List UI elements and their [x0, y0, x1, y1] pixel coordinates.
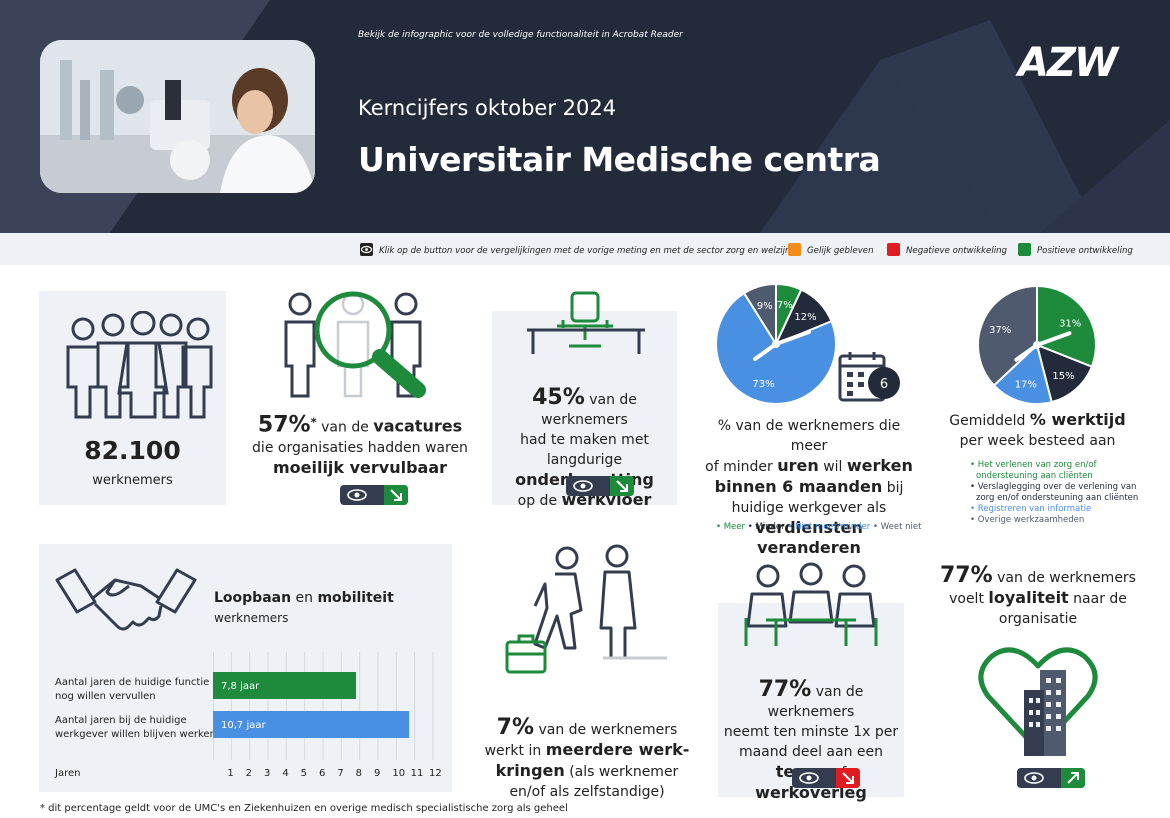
clock-hands [1014, 331, 1072, 362]
multiple-jobs-text: 7% van de werknemers werkt in meerdere w… [484, 715, 690, 801]
calendar-icon: 6 [838, 352, 900, 402]
hours-text: % van de werknemers die meer of minder u… [705, 418, 913, 557]
eye-icon [799, 772, 819, 784]
eye-icon [573, 480, 593, 492]
legend-item-positive: Positieve ontwikkeling [1018, 243, 1133, 256]
pie-slice [977, 284, 1038, 387]
x-tick-label: 10 [392, 768, 406, 779]
pie-slice [742, 282, 777, 348]
x-tick-label: 3 [264, 768, 271, 779]
legend-item-same: Gelijk gebleven [788, 243, 874, 256]
x-tick-label: 4 [282, 768, 289, 779]
x-tick-label: 9 [374, 768, 381, 779]
x-tick-label: 6 [319, 768, 326, 779]
hours-legend: • Meer • Minder • Niet meer/minder • Wee… [716, 522, 922, 532]
understaffing-card [492, 311, 677, 505]
x-tick-label: 5 [300, 768, 308, 779]
x-tick-label: 12 [429, 768, 442, 779]
career-row2-label: Aantal jaren bij de huidige werkgever wil… [55, 715, 216, 740]
bar-value-label: 10,7 jaar [221, 720, 266, 731]
x-tick-label: 11 [410, 768, 424, 779]
red-square-icon [887, 243, 900, 256]
pie-value-label: 9% [757, 301, 773, 312]
legend-bar: Klik op de button voor de vergelijkingen… [0, 233, 1170, 265]
vacancy-search-icon [284, 291, 426, 398]
pie-slice [1035, 343, 1094, 404]
calendar-number: 6 [880, 377, 888, 392]
x-tick-label: 1 [227, 768, 234, 779]
scientist-microscope-illustration [40, 40, 315, 193]
employees-label: werknemers [92, 473, 173, 488]
employees-value: 82.100 [84, 436, 181, 465]
career-bar-chart: 7,8 jaar 10,7 jaar [213, 652, 434, 760]
x-tick-label: 8 [355, 768, 363, 779]
acrobat-note: Bekijk de infographic voor de volledige … [358, 30, 683, 40]
team-meeting-icon [744, 562, 878, 646]
heart-building-icon [978, 647, 1098, 756]
bar-value-label: 7,8 jaar [221, 681, 260, 692]
pie-slice [715, 291, 837, 405]
x-tick-label: 2 [245, 768, 253, 779]
hours-pie-chart: 7%12% 73% 9% [715, 282, 837, 405]
understaffing-compare-button[interactable] [566, 476, 634, 500]
pie-slice [992, 343, 1053, 405]
vacancies-text: 57%* van de vacatures die organisaties h… [252, 412, 468, 477]
pie-value-label: 73% [752, 379, 774, 390]
employees-card: 82.100 werknemers [39, 291, 226, 505]
arrow-down-right-icon [384, 485, 408, 505]
azw-logo: AZW [1018, 40, 1118, 86]
career-title: Loopbaan en mobiliteit [214, 590, 394, 606]
legend-info-text: Klik op de button voor de vergelijkingen… [379, 246, 794, 256]
pie-value-label: 15% [1052, 371, 1074, 382]
meeting-text: 77% van de werknemers neemt ten minste 1… [723, 677, 899, 803]
page-title: Universitair Medische centra [358, 140, 881, 179]
loyalty-text: 77% van de werknemers voelt loyaliteit n… [940, 563, 1136, 628]
bar [213, 711, 410, 738]
vacancies-compare-button[interactable] [340, 485, 408, 509]
pie-value-label: 7% [777, 300, 793, 311]
pie-value-label: 17% [1015, 380, 1037, 391]
pie-slice [1036, 284, 1097, 369]
legend-info[interactable]: Klik op de button voor de vergelijkingen… [360, 243, 793, 256]
clock-hands [753, 330, 811, 361]
eye-icon[interactable] [360, 243, 373, 256]
arrow-up-right-icon [1061, 768, 1085, 788]
orange-square-icon [788, 243, 801, 256]
eye-icon [347, 489, 367, 501]
bar [213, 672, 356, 699]
career-subtitle: werknemers [214, 611, 289, 625]
clock-center [772, 340, 780, 348]
clock-center [1033, 341, 1041, 349]
handshake-icon [55, 568, 197, 631]
worktime-legend: • Het verlenen van zorg en/of ondersteun… [970, 460, 1139, 525]
commuting-people-icon [505, 544, 667, 674]
office-chair-desk-icon [527, 291, 645, 354]
pie-value-label: 12% [794, 312, 816, 323]
pie-value-label: 37% [989, 325, 1011, 336]
people-group-icon [66, 311, 213, 419]
eye-icon [1024, 772, 1044, 784]
legend-item-negative: Negatieve ontwikkeling [887, 243, 1007, 256]
loyalty-compare-button[interactable] [1017, 768, 1085, 792]
meeting-compare-button[interactable] [792, 768, 860, 792]
career-axis-label: Jaren [55, 768, 81, 779]
meeting-card [718, 603, 904, 797]
footnote: * dit percentage geldt voor de UMC's en … [40, 803, 568, 814]
worktime-text: Gemiddeld % werktijd per week besteed aa… [949, 410, 1126, 449]
lab-photo [40, 40, 315, 193]
pie-value-label: 31% [1059, 318, 1081, 329]
green-square-icon [1018, 243, 1031, 256]
x-tick-label: 7 [337, 768, 344, 779]
career-row1-label: Aantal jaren de huidige functie nog wille… [55, 677, 210, 702]
arrow-down-right-icon [610, 476, 634, 496]
arrow-down-right-icon [836, 768, 860, 788]
page-subtitle: Kerncijfers oktober 2024 [358, 96, 617, 120]
worktime-pie-chart: 31% 15% 17% 37% [977, 284, 1097, 405]
